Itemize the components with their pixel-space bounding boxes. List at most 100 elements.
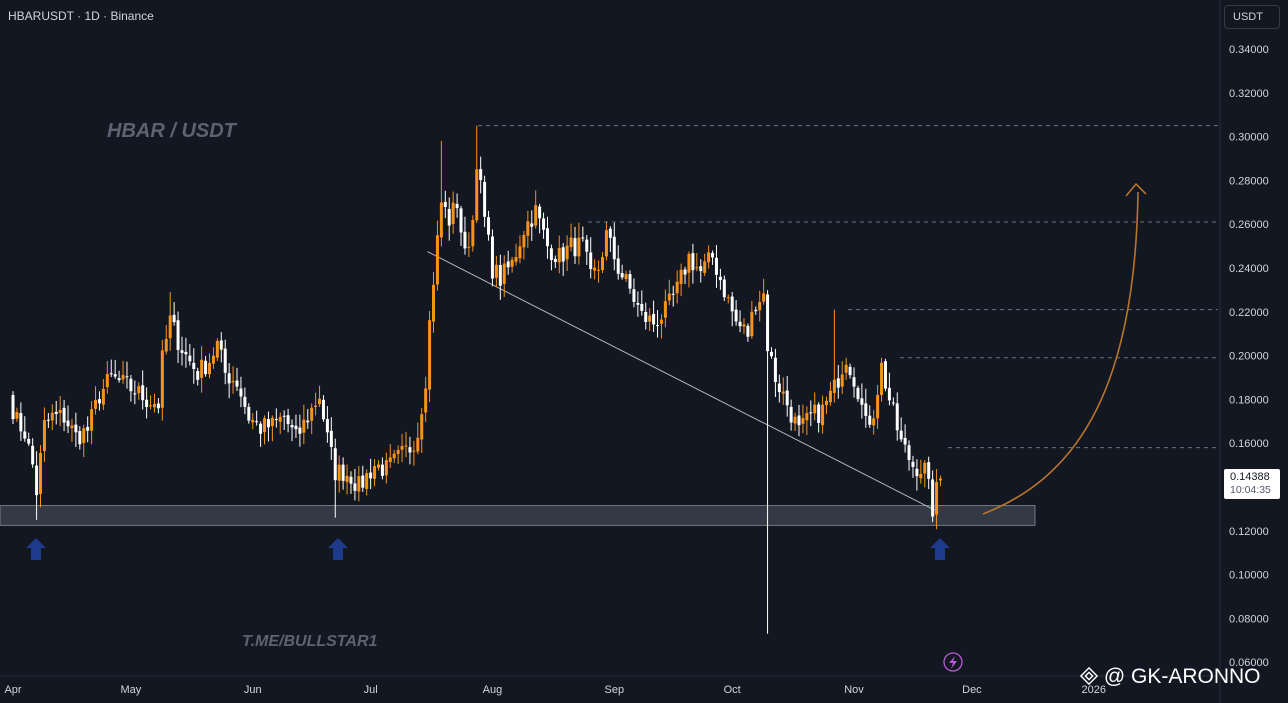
candle-body — [848, 366, 852, 376]
candle-body — [86, 426, 90, 431]
candle-body — [860, 398, 864, 405]
candle-body — [746, 325, 750, 337]
candle-body — [604, 230, 608, 257]
candle-body — [569, 237, 573, 248]
candle-body — [424, 388, 428, 413]
candle-body — [526, 221, 530, 236]
x-tick-label: Aug — [483, 684, 503, 696]
candle-body — [923, 462, 927, 474]
candle-body — [412, 450, 416, 452]
currency-selector[interactable]: USDT — [1224, 5, 1280, 29]
candle-body — [35, 465, 39, 496]
candle-body — [149, 405, 153, 407]
candle-body — [581, 237, 585, 239]
candle-body — [168, 315, 172, 339]
candle-body — [785, 390, 789, 406]
candle-body — [648, 315, 652, 322]
candle-body — [561, 247, 565, 262]
candle-body — [553, 258, 557, 262]
candle-body — [290, 424, 294, 428]
candle-body — [479, 169, 483, 181]
y-tick-label: 0.30000 — [1229, 132, 1269, 144]
candle-body — [78, 431, 82, 445]
candle-body — [549, 248, 553, 260]
candle-body — [687, 253, 691, 273]
candle-body — [714, 257, 718, 275]
candle-body — [490, 236, 494, 279]
candle-body — [23, 431, 27, 439]
projection-curve — [982, 191, 1139, 515]
candle-body — [302, 419, 306, 433]
symbol-title[interactable]: HBARUSDT · 1D · Binance — [8, 9, 154, 23]
candle-body — [597, 269, 601, 271]
candle-body — [931, 479, 935, 517]
candle-body — [821, 404, 825, 426]
candle-body — [883, 361, 887, 389]
candle-body — [836, 378, 840, 388]
candle-body — [459, 208, 463, 233]
candle-body — [443, 202, 447, 207]
candle-body — [54, 411, 58, 414]
candle-body — [628, 274, 632, 289]
candle-body — [357, 476, 361, 492]
x-tick-label: 2026 — [1082, 684, 1106, 696]
candle-body — [518, 246, 522, 259]
candle-body — [101, 388, 105, 405]
candle-body — [852, 377, 856, 387]
candle-body — [935, 482, 939, 515]
candle-body — [97, 399, 101, 404]
candle-body — [333, 448, 337, 481]
candle-body — [671, 293, 675, 295]
candle-body — [471, 220, 475, 247]
candle-body — [589, 252, 593, 270]
candle-body — [337, 464, 341, 481]
candle-body — [758, 301, 762, 311]
last-price-value: 0.14388 — [1230, 471, 1270, 483]
candle-body — [766, 294, 770, 352]
candle-body — [318, 398, 322, 405]
candle-body — [844, 364, 848, 373]
candle-body — [632, 289, 636, 302]
candle-body — [695, 267, 699, 269]
candle-body — [911, 461, 915, 467]
x-tick-label: Oct — [724, 684, 741, 696]
candle-body — [15, 412, 19, 419]
candle-body — [105, 374, 109, 388]
x-tick-label: Sep — [605, 684, 625, 696]
candle-body — [565, 245, 569, 260]
candle-body — [404, 445, 408, 447]
candle-body — [416, 437, 420, 452]
candle-body — [699, 266, 703, 272]
candle-body — [577, 237, 581, 257]
y-tick-label: 0.22000 — [1229, 307, 1269, 319]
candle-body — [675, 281, 679, 294]
candle-body — [726, 297, 730, 299]
candle-body — [349, 476, 353, 484]
projection-arrowhead — [1125, 182, 1147, 197]
up-arrow-icon — [26, 538, 46, 560]
candle-body — [392, 453, 396, 459]
candle-body — [439, 202, 443, 238]
candle-body — [188, 355, 192, 362]
candle-body — [773, 357, 777, 383]
candle-body — [691, 253, 695, 271]
candle-body — [345, 475, 349, 483]
candle-body — [310, 407, 314, 421]
candle-body — [125, 376, 129, 378]
watermark-link: T.ME/BULLSTAR1 — [242, 633, 378, 650]
candle-body — [880, 362, 884, 395]
y-tick-label: 0.18000 — [1229, 394, 1269, 406]
candle-body — [432, 284, 436, 322]
candle-body — [180, 350, 184, 353]
candle-body — [864, 403, 868, 416]
candle-body — [683, 269, 687, 275]
candle-body — [27, 438, 31, 444]
candle-body — [825, 400, 829, 406]
trendline — [427, 251, 937, 512]
candle-body — [46, 419, 50, 421]
candle-body — [239, 388, 243, 397]
candle-body — [832, 379, 836, 393]
candle-body — [435, 235, 439, 285]
